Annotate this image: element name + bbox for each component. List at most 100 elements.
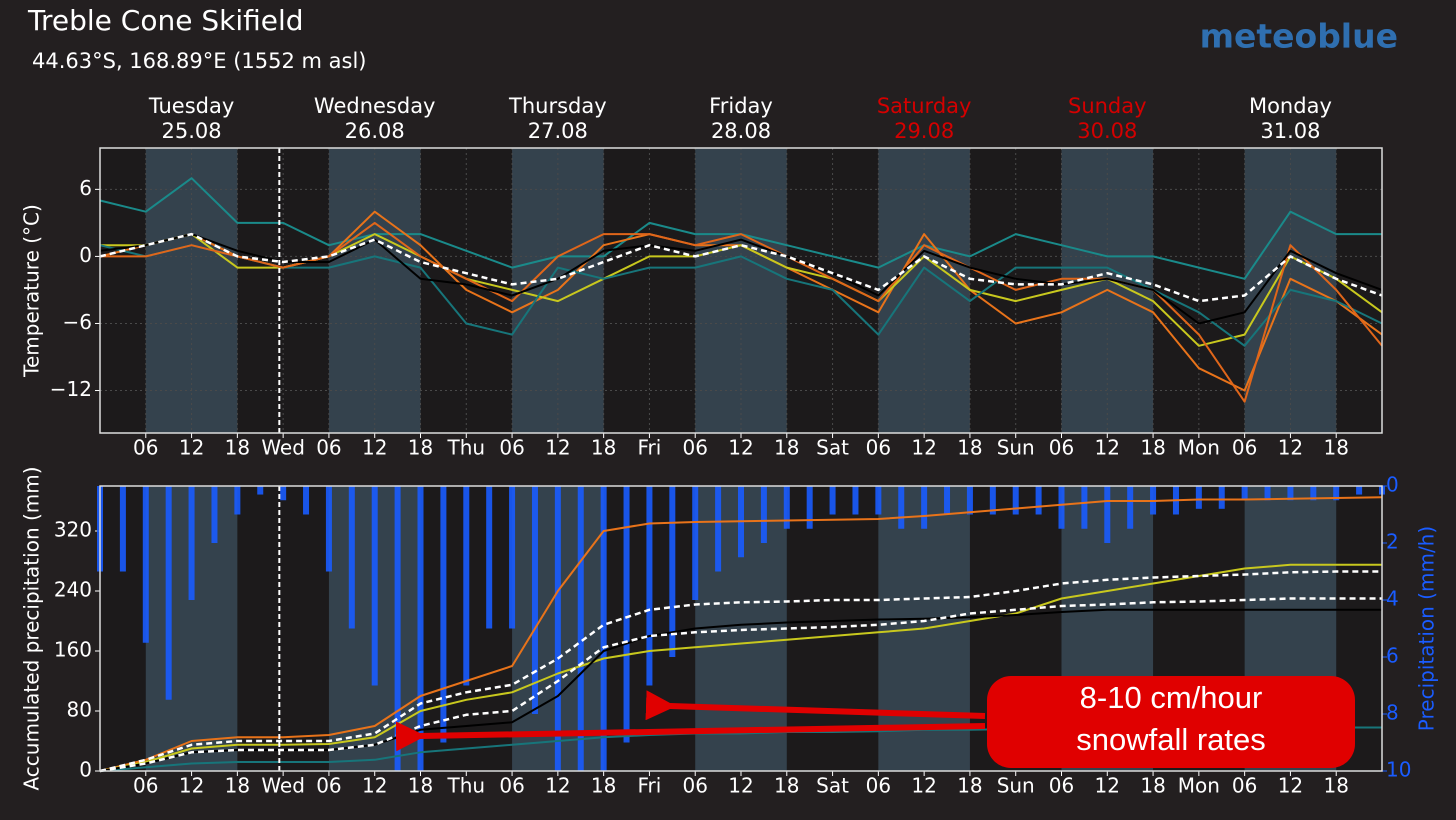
x-tick-label: Mon [1178, 774, 1220, 798]
precip-bar [1264, 486, 1271, 501]
x-tick-label: 06 [316, 774, 341, 798]
x-tick-label: 12 [545, 774, 570, 798]
plot-frame [99, 485, 1383, 772]
x-tick-label: 06 [682, 774, 707, 798]
y-tick-label: 80 [67, 698, 92, 722]
x-tick-label: 18 [774, 436, 799, 460]
series-line [99, 496, 1383, 772]
x-tick-label: 18 [1140, 436, 1165, 460]
y-tick-label: 320 [54, 518, 92, 542]
x-tick-label: 18 [957, 436, 982, 460]
precip-bar [486, 486, 493, 629]
x-tick-label: 06 [866, 774, 891, 798]
x-tick-label: 12 [362, 774, 387, 798]
precip-bar [1058, 486, 1065, 529]
x-tick-label: 06 [133, 436, 158, 460]
day-date: 28.08 [711, 119, 771, 143]
precip-bar [692, 486, 699, 600]
annotation-text: 8-10 cm/hour [1080, 680, 1263, 715]
precip-bar [1195, 486, 1202, 509]
series-line [99, 563, 1382, 772]
precip-bar [623, 486, 630, 743]
precip-bar [1127, 486, 1134, 529]
day-name: Monday [1249, 94, 1332, 118]
precip-bar [875, 486, 882, 515]
x-tick-label: 06 [1232, 774, 1257, 798]
x-tick-label: 18 [225, 774, 250, 798]
precip-bar [440, 486, 447, 743]
daylight-band [145, 148, 238, 433]
precip-bar [989, 486, 996, 515]
precip-bar [554, 486, 561, 771]
precip-bar [371, 486, 378, 686]
precip-bar [234, 486, 241, 515]
precip-bar [760, 486, 767, 543]
page-title: Treble Cone Skifield [27, 4, 304, 37]
y-tick-label: 240 [54, 578, 92, 602]
precip-bar [211, 486, 218, 543]
y-tick-label: 160 [54, 638, 92, 662]
precip-bar [119, 486, 126, 572]
x-tick-label: 12 [545, 436, 570, 460]
series-line [99, 244, 1383, 347]
precip-bar [188, 486, 195, 600]
day-name: Saturday [877, 94, 972, 118]
x-tick-label: 18 [408, 774, 433, 798]
x-tick-label: 18 [1140, 774, 1165, 798]
x-tick-label: 06 [499, 436, 524, 460]
x-tick-label: 18 [957, 774, 982, 798]
y2-axis-label: Precipitation (mm/h) [1415, 526, 1439, 731]
precip-bar [348, 486, 355, 629]
precip-bar [257, 486, 264, 495]
y2-tick-label: 6 [1386, 644, 1399, 668]
precip-bar [303, 486, 310, 515]
day-date: 29.08 [894, 119, 954, 143]
precip-bar [280, 486, 287, 501]
day-date: 25.08 [162, 119, 222, 143]
y2-tick-label: 4 [1386, 587, 1399, 611]
precip-bar [165, 486, 172, 700]
precip-bar [966, 486, 973, 515]
x-tick-label: Wed [261, 774, 305, 798]
x-tick-label: 06 [682, 436, 707, 460]
x-tick-label: 18 [408, 436, 433, 460]
x-tick-label: Thu [446, 436, 485, 460]
y2-tick-label: 10 [1386, 758, 1411, 782]
precip-bar [1218, 486, 1225, 509]
precip-bar [669, 486, 676, 657]
precip-bar [1241, 486, 1248, 501]
precip-bar [531, 486, 538, 714]
series-line [99, 233, 1383, 325]
precip-bar [509, 486, 516, 629]
precip-bar [898, 486, 905, 529]
day-date: 27.08 [528, 119, 588, 143]
y-axis-label: Accumulated precipitation (mm) [20, 466, 44, 790]
y-tick-label: 0 [79, 758, 92, 782]
x-tick-label: Sun [997, 436, 1035, 460]
precip-bar [783, 486, 790, 529]
x-tick-label: 12 [1095, 436, 1120, 460]
precip-bar [1287, 486, 1294, 501]
subtitle: 44.63°S, 168.89°E (1552 m asl) [32, 49, 367, 73]
precip-bar [325, 486, 332, 572]
day-name: Wednesday [314, 94, 436, 118]
precip-bar [394, 486, 401, 771]
series-line [99, 597, 1382, 773]
precip-bar [1081, 486, 1088, 529]
daylight-band [328, 148, 421, 433]
x-tick-label: Sun [997, 774, 1035, 798]
x-tick-label: 18 [591, 436, 616, 460]
day-date: 30.08 [1077, 119, 1137, 143]
x-tick-label: 12 [728, 774, 753, 798]
x-tick-label: 12 [728, 436, 753, 460]
series-line [100, 221, 1383, 403]
precip-bar [1333, 486, 1340, 501]
day-date: 26.08 [345, 119, 405, 143]
precip-bar [463, 486, 470, 686]
x-tick-label: 06 [1232, 436, 1257, 460]
x-tick-label: Mon [1178, 436, 1220, 460]
plot: 06 12 18 Wed 06 12 18 Thu 06 12 18 Fri 06 12 18 Sat 06 12… [20, 466, 1439, 797]
series-line [99, 232, 1383, 303]
